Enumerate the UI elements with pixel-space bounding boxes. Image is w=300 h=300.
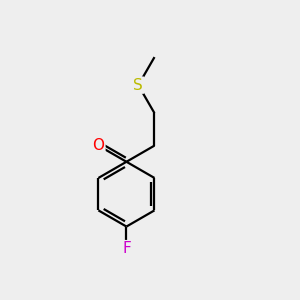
Text: F: F [122, 241, 131, 256]
Text: O: O [92, 138, 104, 153]
Text: S: S [134, 78, 143, 93]
